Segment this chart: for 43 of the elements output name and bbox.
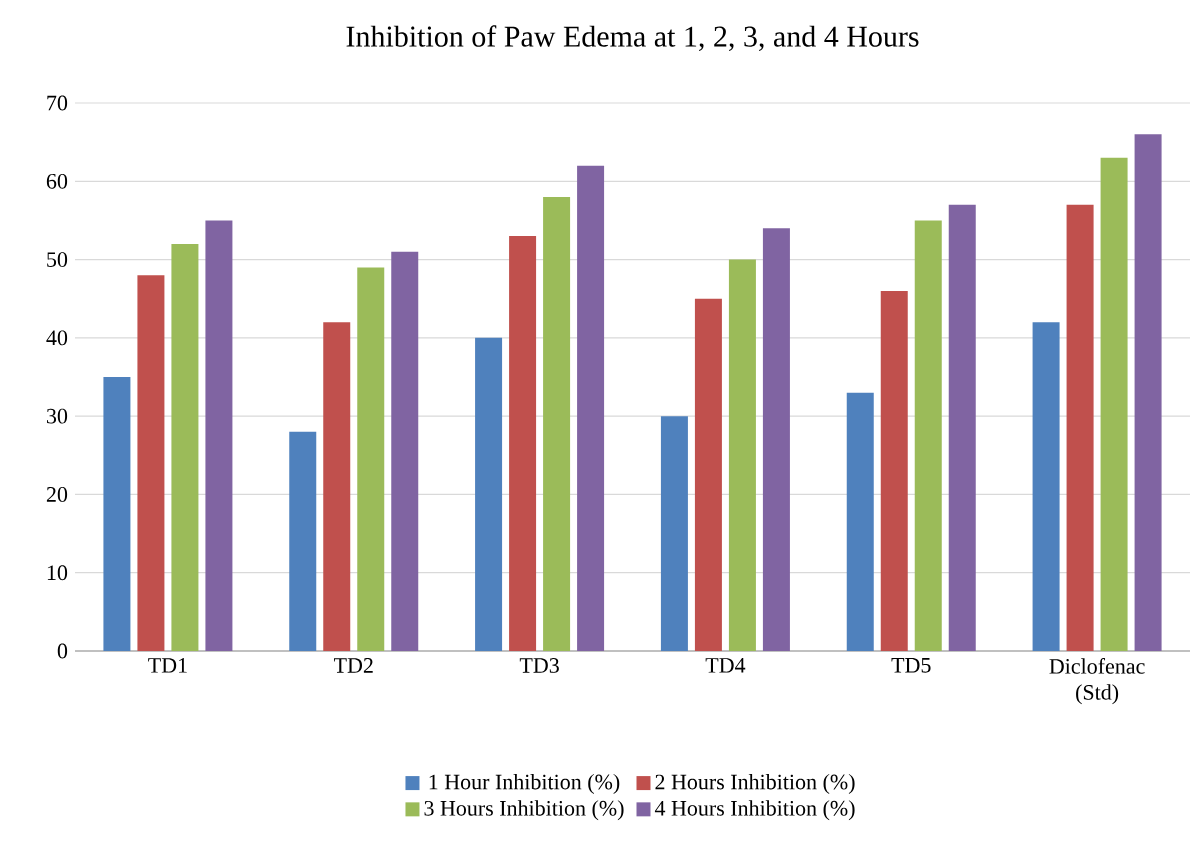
bar	[1032, 322, 1060, 651]
x-tick-label: TD3	[519, 658, 559, 673]
legend-label: 2 Hours Inhibition (%)	[655, 773, 855, 794]
bar	[1066, 204, 1094, 651]
y-tick-label: 0	[57, 643, 68, 659]
bar	[205, 220, 233, 651]
bar	[1134, 134, 1162, 651]
bar	[846, 392, 874, 651]
x-tick-label: TD4	[705, 658, 746, 673]
x-tick-label: TD2	[334, 658, 373, 673]
bar	[728, 259, 756, 651]
y-tick-label: 60	[46, 173, 68, 189]
bar	[577, 165, 605, 651]
bar	[323, 322, 351, 651]
x-tick-label: TD1	[148, 658, 187, 673]
bar	[660, 416, 688, 651]
bar	[509, 236, 537, 651]
bar	[948, 204, 976, 651]
bar	[1100, 157, 1128, 651]
x-tick-label: TD5	[891, 658, 931, 673]
y-tick-label: 70	[47, 95, 68, 111]
bar	[103, 377, 131, 651]
x-tick-label: Diclofenac (Std)	[1049, 658, 1145, 705]
bar	[289, 431, 317, 651]
chart-title: Inhibition of Paw Edema at 1, 2, 3, and 4 Hours	[346, 25, 919, 52]
bar	[137, 275, 165, 651]
bar	[694, 298, 722, 651]
y-tick-label: 20	[46, 487, 68, 502]
bar	[880, 290, 908, 651]
y-tick-label: 50	[47, 252, 68, 267]
bar	[357, 267, 385, 651]
y-tick-label: 30	[47, 408, 68, 424]
legend-label: 4 Hours Inhibition (%)	[654, 800, 855, 821]
bar	[762, 228, 790, 651]
legend-label: 3 Hours Inhibition (%)	[424, 800, 624, 821]
bar	[543, 196, 571, 651]
bar	[914, 220, 942, 651]
bar	[475, 337, 503, 651]
legend-label: 1 Hour Inhibition (%)	[429, 773, 620, 794]
bar	[391, 251, 419, 651]
y-tick-label: 40	[46, 330, 68, 346]
y-tick-label: 10	[47, 565, 68, 581]
bar	[171, 243, 199, 651]
